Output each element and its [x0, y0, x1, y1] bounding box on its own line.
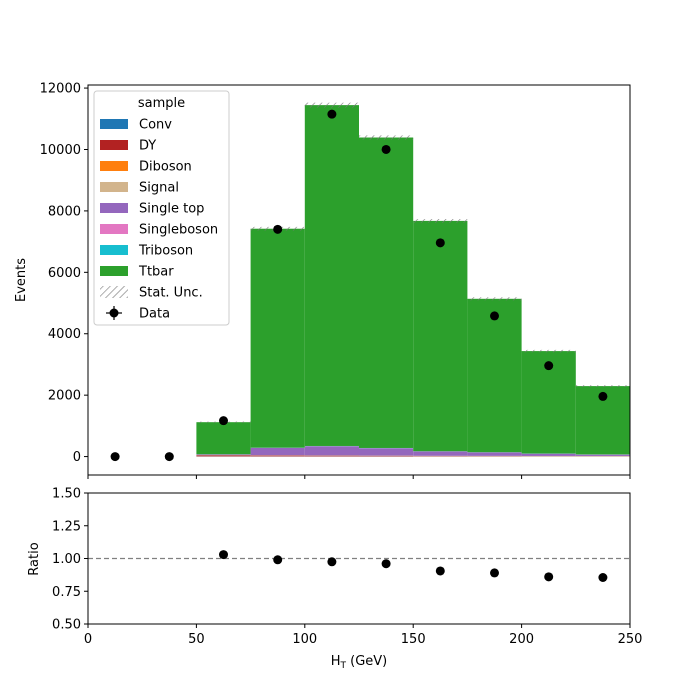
main-y-axis: 0 2000 4000 6000 8000 10000 12000: [40, 82, 88, 465]
stat-unc-band: [304, 102, 359, 108]
ratio-y-tick-label: 1.50: [52, 487, 81, 502]
data-point: [381, 144, 391, 154]
legend-items: Conv DY Diboson Signal Single top Singleboson…: [100, 118, 218, 322]
data-point: [164, 452, 174, 462]
bar-dy: [196, 455, 251, 457]
legend-label: Singleboson: [139, 223, 218, 238]
data-point: [490, 311, 499, 321]
ratio-point: [598, 572, 608, 582]
ratio-y-tick-label: 0.50: [52, 618, 81, 633]
bar-ttbar: [304, 105, 359, 446]
x-tick-label: 50: [188, 632, 205, 647]
x-axis-label: HT (GeV): [331, 654, 388, 671]
ratio-x-axis: 0 50 100 150 200 250: [84, 624, 643, 647]
legend-swatch: [100, 119, 128, 129]
x-tick-label: 200: [509, 632, 534, 647]
ratio-y-axis: 0.50 0.75 1.00 1.25 1.50: [52, 487, 88, 633]
ratio-point: [544, 572, 554, 582]
bar-single-top: [196, 454, 251, 456]
legend-label: DY: [139, 139, 156, 154]
legend-swatch: [100, 203, 128, 213]
bar-single-top: [304, 446, 359, 456]
bar-single-top: [575, 454, 630, 456]
bar-single-top: [250, 447, 305, 456]
x-tick-label: 100: [292, 632, 317, 647]
main-plot-frame: [87, 84, 631, 476]
y-tick-label: 2000: [48, 389, 81, 404]
x-tick-label: 0: [84, 632, 92, 647]
ratio-point: [273, 555, 283, 565]
bar-dy: [304, 455, 359, 457]
ratio-point: [381, 559, 391, 569]
legend-swatch: [100, 266, 128, 276]
y-tick-label: 6000: [48, 266, 81, 281]
data-point: [544, 361, 554, 371]
main-panel: 0 2000 4000 6000 8000 10000 12000 Events: [14, 82, 631, 479]
legend-swatch-unc: [100, 286, 128, 298]
legend: sample Conv DY Diboson Signal Single top Sing…: [93, 90, 230, 326]
y-tick-label: 10000: [40, 143, 81, 158]
stat-unc-band: [413, 219, 468, 223]
bar-single-top: [413, 451, 468, 456]
bar-ttbar: [413, 220, 468, 452]
data-point: [435, 238, 445, 248]
stacked-bars: [196, 105, 630, 457]
ratio-point: [435, 566, 445, 576]
ratio-point: [219, 550, 228, 560]
stat-unc-band: [467, 297, 522, 301]
bar-ttbar: [250, 228, 305, 448]
main-x-axis: [87, 475, 631, 479]
x-tick-label: 150: [401, 632, 426, 647]
ratio-y-axis-label: Ratio: [27, 542, 42, 575]
x-tick-label: 250: [618, 632, 643, 647]
legend-title: sample: [138, 96, 185, 111]
data-point: [219, 416, 228, 426]
ratio-point: [490, 568, 499, 578]
legend-swatch: [100, 224, 128, 234]
x-axis-label-subscript: T: [340, 661, 347, 671]
ratio-panel: 0.50 0.75 1.00 1.25 1.50 0 50 100 150 200 250 Rat…: [27, 487, 642, 672]
bar-ttbar: [359, 137, 414, 448]
y-tick-label: 12000: [40, 82, 81, 97]
legend-label: Triboson: [138, 244, 193, 259]
legend-label: Stat. Unc.: [139, 286, 203, 301]
legend-label: Data: [139, 307, 170, 322]
y-tick-label: 8000: [48, 204, 81, 219]
legend-label: Diboson: [139, 160, 192, 175]
bar-ttbar: [196, 422, 251, 455]
bar-dy: [250, 455, 305, 457]
main-y-axis-label: Events: [14, 258, 29, 302]
data-point: [327, 109, 337, 119]
x-axis-label-unit: (GeV): [346, 654, 387, 669]
legend-marker: [109, 308, 119, 318]
ratio-y-tick-label: 0.75: [52, 585, 81, 600]
y-tick-label: 0: [73, 450, 81, 465]
ratio-y-tick-label: 1.00: [52, 552, 81, 567]
legend-label: Single top: [139, 202, 204, 217]
bar-ttbar: [467, 298, 522, 453]
legend-swatch: [100, 161, 128, 171]
legend-swatch: [100, 140, 128, 150]
bar-single-top: [359, 448, 414, 456]
bar-single-top: [467, 452, 522, 456]
legend-label: Signal: [139, 181, 179, 196]
x-axis-label-main: H: [331, 654, 341, 669]
y-tick-label: 4000: [48, 327, 81, 342]
ratio-point: [327, 557, 337, 567]
data-point: [598, 391, 608, 401]
stat-unc-band: [575, 385, 630, 388]
ratio-y-tick-label: 1.25: [52, 519, 81, 534]
bar-single-top: [521, 453, 576, 456]
data-point: [110, 452, 120, 462]
stat-unc-band: [521, 349, 576, 353]
ratio-points: [219, 550, 608, 582]
data-point: [273, 224, 283, 234]
legend-swatch: [100, 182, 128, 192]
legend-swatch: [100, 245, 128, 255]
data-points: [110, 109, 608, 462]
stat-unc-band: [359, 135, 414, 140]
legend-label: Ttbar: [138, 265, 174, 280]
legend-label: Conv: [139, 118, 172, 133]
